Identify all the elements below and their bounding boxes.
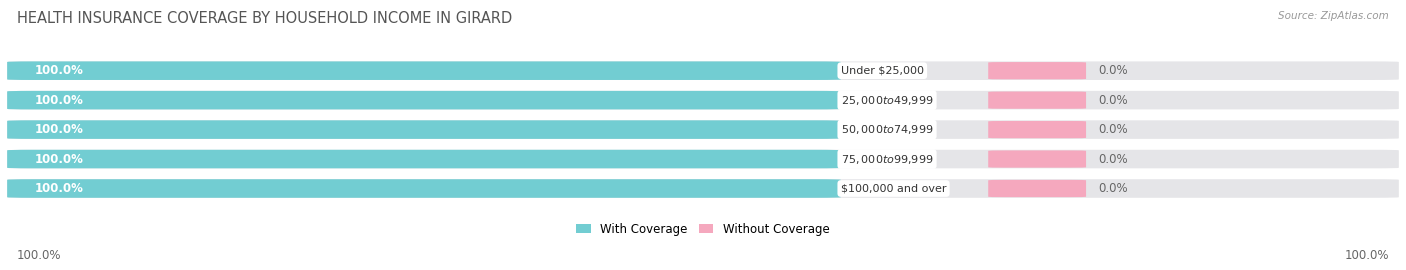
- Text: Source: ZipAtlas.com: Source: ZipAtlas.com: [1278, 11, 1389, 21]
- FancyBboxPatch shape: [7, 120, 1399, 139]
- Text: 100.0%: 100.0%: [35, 153, 83, 166]
- Text: 0.0%: 0.0%: [1098, 182, 1128, 195]
- Text: 0.0%: 0.0%: [1098, 94, 1128, 107]
- Text: 100.0%: 100.0%: [35, 94, 83, 107]
- Text: $100,000 and over: $100,000 and over: [841, 184, 946, 194]
- FancyBboxPatch shape: [7, 150, 841, 168]
- FancyBboxPatch shape: [7, 150, 1399, 168]
- Text: $50,000 to $74,999: $50,000 to $74,999: [841, 123, 934, 136]
- Legend: With Coverage, Without Coverage: With Coverage, Without Coverage: [572, 218, 834, 240]
- FancyBboxPatch shape: [988, 121, 1085, 138]
- Text: Under $25,000: Under $25,000: [841, 66, 924, 76]
- Text: HEALTH INSURANCE COVERAGE BY HOUSEHOLD INCOME IN GIRARD: HEALTH INSURANCE COVERAGE BY HOUSEHOLD I…: [17, 11, 512, 26]
- FancyBboxPatch shape: [988, 180, 1085, 197]
- FancyBboxPatch shape: [7, 179, 1399, 198]
- FancyBboxPatch shape: [988, 92, 1085, 109]
- Text: 0.0%: 0.0%: [1098, 123, 1128, 136]
- Text: 100.0%: 100.0%: [1344, 249, 1389, 262]
- FancyBboxPatch shape: [7, 91, 841, 109]
- FancyBboxPatch shape: [988, 62, 1085, 79]
- FancyBboxPatch shape: [7, 61, 1399, 80]
- FancyBboxPatch shape: [7, 91, 1399, 109]
- Text: $25,000 to $49,999: $25,000 to $49,999: [841, 94, 934, 107]
- Text: 100.0%: 100.0%: [35, 182, 83, 195]
- FancyBboxPatch shape: [988, 150, 1085, 168]
- Text: 100.0%: 100.0%: [17, 249, 62, 262]
- FancyBboxPatch shape: [7, 61, 841, 80]
- Text: 100.0%: 100.0%: [35, 64, 83, 77]
- Text: 100.0%: 100.0%: [35, 123, 83, 136]
- Text: 0.0%: 0.0%: [1098, 64, 1128, 77]
- Text: $75,000 to $99,999: $75,000 to $99,999: [841, 153, 934, 166]
- Text: 0.0%: 0.0%: [1098, 153, 1128, 166]
- FancyBboxPatch shape: [7, 120, 841, 139]
- FancyBboxPatch shape: [7, 179, 841, 198]
